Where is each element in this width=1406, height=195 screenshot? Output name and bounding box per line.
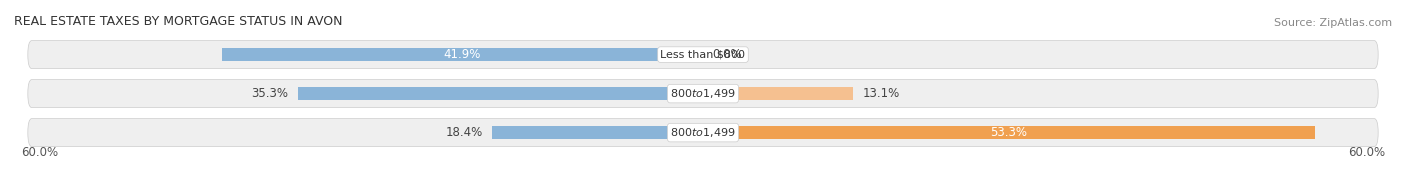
Bar [703,87,853,100]
Text: 35.3%: 35.3% [252,87,288,100]
Bar [492,126,703,139]
Text: REAL ESTATE TAXES BY MORTGAGE STATUS IN AVON: REAL ESTATE TAXES BY MORTGAGE STATUS IN … [14,15,343,28]
Text: 60.0%: 60.0% [21,146,58,159]
Bar [222,48,703,61]
Text: Less than $800: Less than $800 [661,50,745,60]
Bar [298,87,703,100]
Text: $800 to $1,499: $800 to $1,499 [671,126,735,139]
Text: 13.1%: 13.1% [863,87,900,100]
Text: 53.3%: 53.3% [990,126,1028,139]
Text: Source: ZipAtlas.com: Source: ZipAtlas.com [1274,18,1392,28]
Text: 60.0%: 60.0% [1348,146,1385,159]
FancyBboxPatch shape [28,119,1378,147]
Text: $800 to $1,499: $800 to $1,499 [671,87,735,100]
Text: 41.9%: 41.9% [444,48,481,61]
FancyBboxPatch shape [28,41,1378,69]
Text: 0.0%: 0.0% [713,48,742,61]
Text: 18.4%: 18.4% [446,126,482,139]
Bar [703,126,1315,139]
FancyBboxPatch shape [28,80,1378,108]
